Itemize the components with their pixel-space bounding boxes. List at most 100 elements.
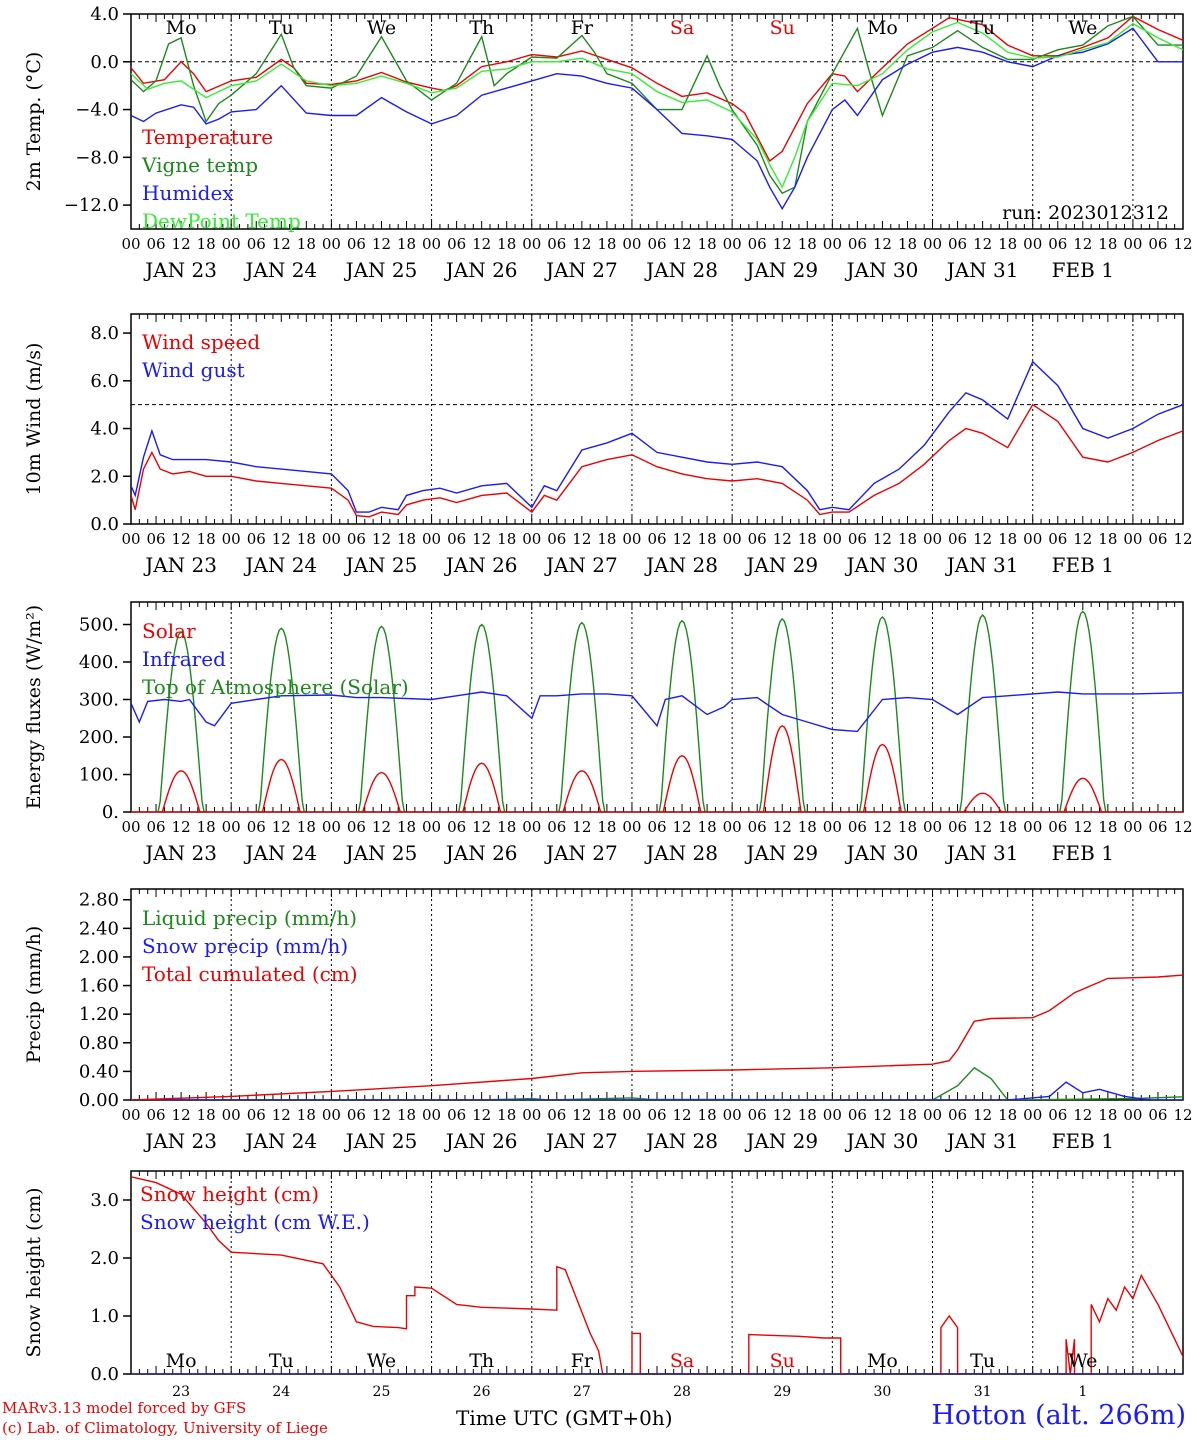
hour-label: 12 — [973, 530, 992, 548]
hour-label: 12 — [873, 1106, 892, 1124]
hour-label: 12 — [172, 235, 191, 253]
y-axis-label: Snow height (cm) — [23, 1187, 45, 1357]
hour-label: 00 — [322, 1106, 341, 1124]
date-label: JAN 24 — [243, 258, 317, 282]
date-label: JAN 27 — [544, 553, 618, 577]
hour-label: 00 — [823, 235, 842, 253]
date-label: JAN 30 — [845, 553, 919, 577]
hour-label: 18 — [1098, 530, 1117, 548]
legend-entry: Snow precip (mm/h) — [142, 934, 348, 958]
solar-day-5 — [657, 755, 708, 812]
hour-label: 06 — [547, 818, 566, 836]
hour-label: 00 — [823, 1106, 842, 1124]
hour-label: 18 — [297, 530, 316, 548]
hour-label: 00 — [422, 818, 441, 836]
hour-label: 06 — [347, 818, 366, 836]
legend-entry: Infrared — [142, 647, 226, 671]
date-label: JAN 27 — [544, 1129, 618, 1153]
hour-label: 18 — [297, 818, 316, 836]
date-label: JAN 23 — [143, 553, 217, 577]
weekday-label-bottom: We — [367, 1350, 396, 1372]
series-line-0 — [131, 1176, 1183, 1374]
hour-label: 06 — [748, 235, 767, 253]
y-tick-label: 8.0 — [90, 323, 119, 344]
solar-day-4 — [556, 770, 607, 812]
hour-label: 00 — [723, 818, 742, 836]
hour-label: 18 — [497, 1106, 516, 1124]
y-tick-label: 0.00 — [79, 1090, 119, 1111]
weekday-label-top: Th — [469, 17, 494, 39]
hour-label: 00 — [723, 235, 742, 253]
hour-label: 18 — [898, 235, 917, 253]
hour-label: 12 — [1073, 530, 1092, 548]
y-tick-label: 0. — [102, 802, 119, 823]
date-label: JAN 29 — [744, 1129, 818, 1153]
weekday-label-top: Tu — [269, 17, 294, 39]
hour-label: 18 — [197, 235, 216, 253]
y-tick-label: 0.80 — [79, 1033, 119, 1054]
hour-label: 12 — [372, 1106, 391, 1124]
hour-label: 06 — [1048, 530, 1067, 548]
solar-day-9 — [1057, 777, 1108, 812]
hour-label: 12 — [1073, 1106, 1092, 1124]
hour-label: 12 — [372, 235, 391, 253]
hour-label: 00 — [1023, 235, 1042, 253]
date-label: JAN 31 — [945, 841, 1019, 865]
weekday-label-bottom: Sa — [670, 1350, 694, 1372]
panel-frame-2 — [130, 601, 1184, 813]
hour-label: 06 — [347, 1106, 366, 1124]
hour-label: 00 — [823, 818, 842, 836]
weekday-label-top: Su — [770, 17, 795, 39]
hour-label: 12 — [272, 235, 291, 253]
hour-label: 00 — [121, 530, 140, 548]
toa-solar-day-1 — [256, 627, 307, 812]
y-tick-label: −12.0 — [64, 195, 119, 216]
hour-label: 18 — [297, 1106, 316, 1124]
y-tick-label: 1.0 — [90, 1306, 119, 1327]
date-label: JAN 26 — [444, 1129, 518, 1153]
hour-label: 00 — [121, 235, 140, 253]
legend-entry: Solar — [142, 619, 196, 643]
hour-label: 00 — [222, 1106, 241, 1124]
hour-label: 06 — [748, 530, 767, 548]
hour-label: 06 — [447, 530, 466, 548]
hour-label: 12 — [873, 530, 892, 548]
legend-entry: Wind speed — [142, 330, 260, 354]
date-label: JAN 26 — [444, 841, 518, 865]
hour-label: 18 — [597, 818, 616, 836]
hour-label: 18 — [297, 235, 316, 253]
hour-label: 18 — [798, 530, 817, 548]
weekday-label-bottom: Tu — [970, 1350, 995, 1372]
hour-label: 06 — [848, 818, 867, 836]
date-label: JAN 30 — [845, 258, 919, 282]
weekday-label-bottom: Mo — [166, 1350, 197, 1372]
hour-label: 06 — [1148, 530, 1167, 548]
hour-label: 00 — [1123, 235, 1142, 253]
hour-label: 18 — [798, 235, 817, 253]
y-tick-label: 1.60 — [79, 976, 119, 997]
date-label: JAN 23 — [143, 841, 217, 865]
y-tick-label: 500. — [79, 615, 119, 636]
hour-label: 00 — [923, 818, 942, 836]
day-number: 24 — [272, 1384, 290, 1400]
date-label: JAN 25 — [344, 258, 418, 282]
legend-entry: Top of Atmosphere (Solar) — [142, 675, 409, 699]
hour-label: 12 — [673, 530, 692, 548]
y-tick-label: 0.0 — [90, 52, 119, 73]
hour-label: 06 — [748, 1106, 767, 1124]
legend-entry: Snow height (cm W.E.) — [140, 1210, 370, 1234]
date-label: JAN 27 — [544, 841, 618, 865]
series-line-1 — [131, 360, 1183, 513]
station-name: Hotton (alt. 266m) — [931, 1400, 1186, 1431]
hour-label: 06 — [447, 818, 466, 836]
date-label: JAN 29 — [744, 841, 818, 865]
hour-label: 12 — [773, 818, 792, 836]
hour-label: 18 — [998, 818, 1017, 836]
weekday-label-top: Sa — [670, 17, 694, 39]
solar-day-7 — [857, 743, 908, 812]
hour-label: 18 — [1098, 818, 1117, 836]
hour-label: 00 — [222, 235, 241, 253]
hour-label: 18 — [1098, 235, 1117, 253]
hour-label: 12 — [773, 530, 792, 548]
hour-label: 06 — [447, 235, 466, 253]
